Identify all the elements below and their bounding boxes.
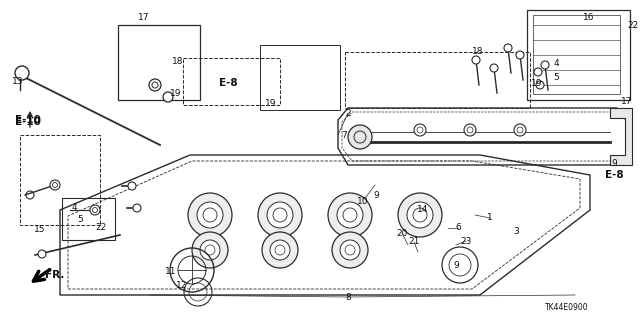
Circle shape: [197, 202, 223, 228]
Circle shape: [90, 205, 100, 215]
Text: 22: 22: [627, 21, 639, 31]
Circle shape: [328, 193, 372, 237]
Circle shape: [536, 81, 544, 89]
Text: 17: 17: [138, 13, 150, 23]
Text: 4: 4: [71, 204, 77, 212]
Text: E-8: E-8: [605, 170, 623, 180]
Text: 19: 19: [265, 100, 276, 108]
Circle shape: [504, 44, 512, 52]
Text: 4: 4: [553, 60, 559, 69]
Circle shape: [163, 92, 173, 102]
Circle shape: [472, 56, 480, 64]
Text: 7: 7: [341, 130, 347, 139]
Circle shape: [337, 202, 363, 228]
Text: 23: 23: [460, 236, 472, 246]
Circle shape: [15, 66, 29, 80]
Circle shape: [514, 124, 526, 136]
Text: 18: 18: [472, 48, 484, 56]
Text: E-8: E-8: [219, 78, 237, 88]
Text: 8: 8: [345, 293, 351, 301]
Circle shape: [398, 193, 442, 237]
Circle shape: [270, 240, 290, 260]
Text: 21: 21: [408, 238, 420, 247]
Text: E-10: E-10: [15, 117, 41, 127]
Circle shape: [149, 79, 161, 91]
Text: 20: 20: [396, 228, 408, 238]
Text: 18: 18: [172, 57, 184, 66]
Circle shape: [516, 51, 524, 59]
Polygon shape: [610, 108, 632, 165]
Circle shape: [534, 68, 542, 76]
Text: 9: 9: [453, 261, 459, 270]
Text: 6: 6: [455, 224, 461, 233]
Text: 19: 19: [170, 88, 182, 98]
Circle shape: [490, 64, 498, 72]
Text: 9: 9: [611, 159, 617, 167]
Text: 2: 2: [345, 108, 351, 117]
Circle shape: [200, 240, 220, 260]
Text: FR.: FR.: [45, 270, 65, 280]
Circle shape: [38, 250, 46, 258]
Text: 19: 19: [531, 78, 543, 87]
Text: 22: 22: [95, 224, 107, 233]
Text: 3: 3: [513, 226, 519, 235]
Text: 5: 5: [553, 73, 559, 83]
Text: 1: 1: [487, 213, 493, 222]
Circle shape: [464, 124, 476, 136]
Text: 14: 14: [417, 205, 429, 214]
Text: 12: 12: [176, 280, 188, 290]
Circle shape: [188, 193, 232, 237]
Text: 9: 9: [373, 190, 379, 199]
Text: 11: 11: [165, 266, 177, 276]
Circle shape: [541, 61, 549, 69]
Circle shape: [128, 182, 136, 190]
Text: 16: 16: [583, 13, 595, 23]
Circle shape: [348, 125, 372, 149]
Text: E-10: E-10: [15, 115, 41, 125]
Text: 13: 13: [12, 78, 24, 86]
Circle shape: [262, 232, 298, 268]
Text: 17: 17: [621, 98, 633, 107]
Circle shape: [407, 202, 433, 228]
Circle shape: [414, 124, 426, 136]
Circle shape: [258, 193, 302, 237]
Text: TK44E0900: TK44E0900: [545, 302, 589, 311]
Text: 5: 5: [77, 216, 83, 225]
Text: 10: 10: [357, 197, 369, 205]
Circle shape: [267, 202, 293, 228]
Circle shape: [340, 240, 360, 260]
Circle shape: [192, 232, 228, 268]
Circle shape: [332, 232, 368, 268]
Circle shape: [133, 204, 141, 212]
Circle shape: [50, 180, 60, 190]
Text: 15: 15: [35, 226, 45, 234]
